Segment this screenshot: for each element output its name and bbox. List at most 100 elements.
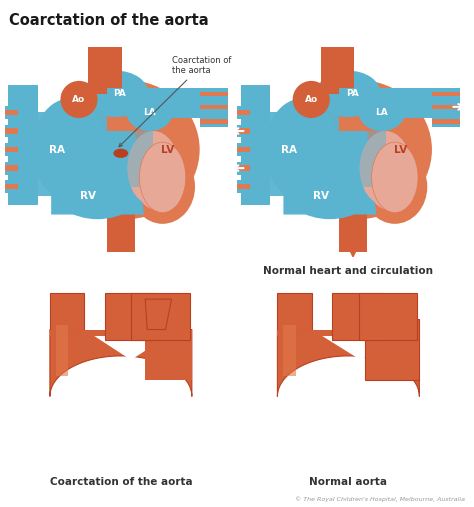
Polygon shape [200,92,228,96]
Ellipse shape [51,154,144,219]
Polygon shape [126,131,153,187]
Text: Coarctation of the aorta: Coarctation of the aorta [9,13,209,28]
Polygon shape [237,165,250,171]
Polygon shape [237,128,250,134]
Polygon shape [283,131,376,214]
Polygon shape [432,120,460,124]
Polygon shape [50,330,192,396]
Polygon shape [339,150,367,251]
Polygon shape [432,104,460,109]
Ellipse shape [283,80,432,219]
Polygon shape [270,113,339,196]
Text: Coarctation of the aorta: Coarctation of the aorta [50,477,192,487]
Ellipse shape [60,81,98,118]
Ellipse shape [33,98,107,201]
Polygon shape [50,293,84,330]
Polygon shape [200,116,228,127]
Polygon shape [241,85,270,205]
Text: LA: LA [143,108,156,117]
Polygon shape [237,106,255,119]
Polygon shape [38,113,107,196]
Polygon shape [51,131,144,214]
Polygon shape [432,88,460,99]
Polygon shape [5,180,23,193]
Ellipse shape [366,145,412,210]
Polygon shape [144,88,228,118]
Text: LA: LA [375,108,388,117]
Polygon shape [358,131,385,187]
Polygon shape [237,162,255,174]
Text: Normal aorta: Normal aorta [310,477,387,487]
Text: Ao: Ao [305,95,318,104]
Polygon shape [283,325,296,376]
Text: Normal heart and circulation: Normal heart and circulation [264,266,433,276]
Text: Ao: Ao [73,95,86,104]
Polygon shape [237,184,250,190]
Polygon shape [432,101,460,113]
Text: LV: LV [394,144,407,155]
Polygon shape [277,330,417,336]
Polygon shape [5,106,23,119]
Text: RV: RV [312,191,328,201]
Text: PA: PA [113,89,126,98]
Polygon shape [200,104,228,109]
Polygon shape [9,85,38,205]
Text: PA: PA [346,89,358,98]
Polygon shape [365,319,419,380]
Polygon shape [84,328,178,390]
Polygon shape [56,325,68,376]
Polygon shape [277,293,312,330]
Ellipse shape [139,142,186,212]
Text: RV: RV [80,191,96,201]
Ellipse shape [134,145,180,210]
Ellipse shape [316,70,381,117]
Text: © The Royal Children's Hospital, Melbourne, Australia: © The Royal Children's Hospital, Melbour… [294,496,465,502]
Polygon shape [358,293,417,340]
Polygon shape [376,88,460,118]
Polygon shape [5,110,18,115]
Polygon shape [332,293,383,340]
Polygon shape [320,48,339,94]
Polygon shape [237,125,255,137]
Polygon shape [432,116,460,127]
Ellipse shape [283,154,376,219]
Ellipse shape [265,98,339,201]
Ellipse shape [372,142,418,212]
Ellipse shape [130,150,195,224]
Polygon shape [145,299,172,330]
Polygon shape [312,328,409,390]
Ellipse shape [83,70,149,117]
Polygon shape [200,101,228,113]
Polygon shape [50,330,190,336]
Polygon shape [145,330,192,380]
Polygon shape [88,48,107,94]
Ellipse shape [292,81,330,118]
Polygon shape [5,143,23,156]
Ellipse shape [113,149,128,158]
Polygon shape [5,125,23,137]
Polygon shape [5,165,18,171]
Text: LV: LV [162,144,175,155]
Polygon shape [277,330,419,396]
Ellipse shape [359,131,411,205]
Text: RA: RA [49,144,65,155]
Polygon shape [200,88,228,99]
Polygon shape [105,293,155,340]
Polygon shape [432,92,460,96]
Text: RA: RA [281,144,297,155]
Polygon shape [5,184,18,190]
Polygon shape [5,147,18,152]
Polygon shape [5,162,23,174]
Polygon shape [339,48,354,88]
Ellipse shape [362,150,427,224]
Ellipse shape [51,80,200,219]
Polygon shape [237,180,255,193]
Polygon shape [237,110,250,115]
Ellipse shape [359,94,405,131]
Polygon shape [237,143,255,156]
Polygon shape [5,128,18,134]
Polygon shape [107,48,122,88]
Ellipse shape [127,94,173,131]
Polygon shape [200,120,228,124]
Text: Coarctation of
the aorta: Coarctation of the aorta [119,56,231,147]
